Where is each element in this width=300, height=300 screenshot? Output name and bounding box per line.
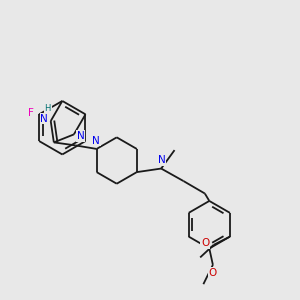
Text: H: H	[45, 104, 51, 113]
Text: N: N	[158, 155, 166, 165]
Text: N: N	[92, 136, 100, 146]
Text: O: O	[209, 268, 217, 278]
Text: N: N	[76, 131, 84, 141]
Text: N: N	[40, 114, 48, 124]
Text: F: F	[28, 108, 34, 118]
Text: O: O	[201, 238, 209, 248]
